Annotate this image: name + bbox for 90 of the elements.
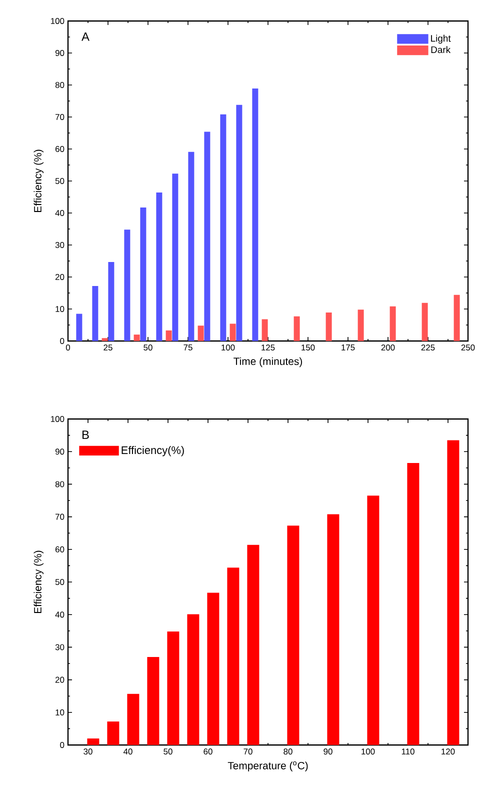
x-tick-label: 175 bbox=[342, 344, 355, 350]
bar bbox=[198, 326, 204, 341]
bar bbox=[422, 302, 428, 341]
y-tick-label: 40 bbox=[55, 612, 64, 618]
y-tick-label: 90 bbox=[55, 448, 64, 455]
bar bbox=[326, 312, 332, 341]
bar bbox=[172, 174, 178, 341]
y-axis-title: Efficiency (%) bbox=[34, 550, 44, 614]
y-tick-label: 100 bbox=[50, 416, 64, 422]
x-tick-label: 70 bbox=[244, 748, 252, 755]
x-tick-label: 75 bbox=[184, 344, 192, 350]
y-tick-label: 80 bbox=[55, 82, 64, 88]
bar bbox=[156, 192, 162, 341]
bar bbox=[187, 614, 200, 745]
x-tick-label: 40 bbox=[123, 748, 132, 755]
y-tick-label: 60 bbox=[56, 146, 64, 152]
bar bbox=[204, 132, 210, 341]
y-tick-label: 40 bbox=[55, 210, 64, 216]
y-tick-label: 20 bbox=[55, 676, 64, 683]
bar bbox=[327, 514, 340, 745]
y-tick-label: 50 bbox=[55, 178, 64, 184]
bar bbox=[358, 310, 364, 341]
x-tick-label: 90 bbox=[324, 748, 332, 755]
bar bbox=[127, 694, 140, 745]
bar bbox=[166, 330, 172, 341]
bar bbox=[87, 738, 100, 745]
x-axis-title: Time (minutes) bbox=[234, 357, 302, 368]
y-tick-label: 70 bbox=[56, 114, 64, 120]
y-tick-label: 90 bbox=[55, 50, 64, 56]
bar bbox=[294, 316, 300, 341]
x-tick-label: 125 bbox=[262, 344, 275, 351]
bar bbox=[188, 152, 194, 341]
x-tick-label: 80 bbox=[284, 748, 292, 755]
bar bbox=[227, 568, 240, 745]
x-tick-label: 30 bbox=[84, 748, 92, 755]
y-tick-label: 30 bbox=[55, 242, 64, 248]
bar bbox=[454, 294, 460, 341]
bar bbox=[236, 104, 242, 341]
bar bbox=[107, 722, 120, 745]
x-tick-label: 50 bbox=[164, 748, 172, 755]
bar bbox=[262, 319, 268, 341]
x-tick-label: 60 bbox=[204, 748, 212, 755]
bar bbox=[220, 114, 226, 341]
annotation: B bbox=[82, 430, 89, 439]
y-tick-label: 0 bbox=[60, 742, 64, 748]
bar bbox=[147, 656, 160, 745]
x-tick-label: 110 bbox=[402, 748, 414, 755]
x-tick-label: 25 bbox=[104, 344, 112, 351]
bar bbox=[76, 314, 82, 341]
x-tick-label: 100 bbox=[362, 748, 375, 755]
x-tick-label: 120 bbox=[442, 748, 455, 755]
bar bbox=[390, 306, 396, 341]
bar bbox=[287, 526, 300, 745]
bar bbox=[252, 88, 258, 341]
y-tick-label: 60 bbox=[56, 546, 64, 552]
legend-label: Efficiency(%) bbox=[122, 446, 184, 456]
y-tick-label: 50 bbox=[55, 579, 64, 585]
y-tick-label: 10 bbox=[56, 306, 64, 312]
x-tick-label: 50 bbox=[144, 344, 152, 351]
x-tick-label: 100 bbox=[222, 344, 235, 351]
legend-label: Light bbox=[431, 34, 451, 44]
x-axis-title: Temperature ($^{o}$C) bbox=[228, 761, 308, 772]
x-tick-label: 150 bbox=[302, 344, 315, 351]
bar bbox=[247, 544, 260, 745]
y-tick-label: 70 bbox=[56, 514, 64, 520]
y-tick-label: 80 bbox=[55, 481, 64, 488]
y-axis-title: Efficiency (%) bbox=[34, 150, 44, 212]
y-tick-label: 10 bbox=[56, 709, 64, 716]
bar bbox=[167, 632, 180, 745]
bar bbox=[367, 496, 380, 745]
bar bbox=[447, 440, 460, 745]
annotation: A bbox=[82, 32, 90, 41]
x-tick-label: 200 bbox=[381, 344, 395, 351]
bar bbox=[108, 262, 114, 341]
bar bbox=[134, 334, 140, 341]
bar bbox=[207, 592, 220, 745]
y-tick-label: 30 bbox=[55, 644, 64, 650]
bar bbox=[92, 286, 98, 341]
legend-label: Dark bbox=[431, 46, 451, 54]
y-tick-label: 100 bbox=[50, 18, 64, 24]
bar bbox=[102, 338, 108, 341]
y-tick-label: 0 bbox=[60, 338, 64, 344]
x-tick-label: 250 bbox=[461, 344, 475, 351]
x-tick-label: 225 bbox=[421, 344, 435, 351]
x-tick-label: 0 bbox=[66, 344, 70, 351]
bar bbox=[124, 230, 130, 341]
bar bbox=[407, 463, 420, 745]
y-tick-label: 20 bbox=[55, 274, 64, 280]
bar bbox=[140, 208, 146, 341]
bar bbox=[230, 324, 236, 341]
